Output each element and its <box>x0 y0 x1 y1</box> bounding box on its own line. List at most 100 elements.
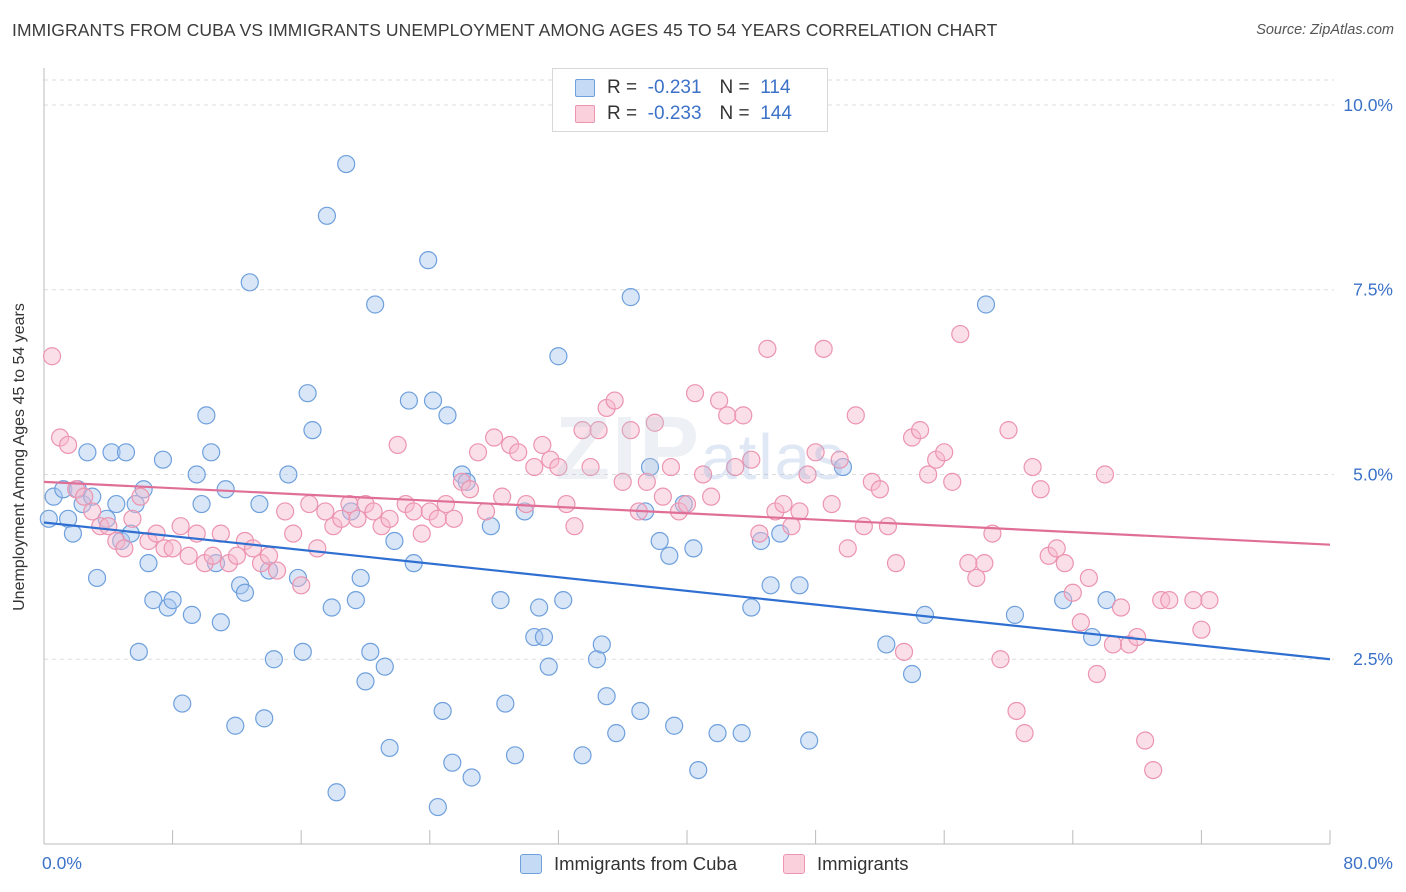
data-point-immigrants <box>348 509 367 528</box>
data-point-cuba <box>102 443 121 462</box>
data-point-immigrants <box>1063 583 1082 602</box>
data-point-immigrants <box>292 576 311 595</box>
x-tick-label-max: 80.0% <box>1343 853 1393 873</box>
data-point-immigrants <box>1079 568 1098 588</box>
data-point-cuba <box>505 746 525 765</box>
r-value: -0.231 <box>647 77 702 98</box>
watermark: ZIPatlas <box>555 398 846 501</box>
data-point-cuba <box>684 539 703 558</box>
data-point-cuba <box>361 642 380 661</box>
data-point-immigrants <box>910 421 930 440</box>
data-point-cuba <box>534 627 554 647</box>
data-point-immigrants <box>549 457 568 477</box>
data-point-cuba <box>139 554 158 573</box>
data-point-cuba <box>216 480 235 499</box>
data-point-immigrants <box>685 384 705 403</box>
data-point-cuba <box>650 531 669 551</box>
data-point-immigrants <box>718 406 737 425</box>
data-point-cuba <box>640 457 660 477</box>
data-point-cuba <box>539 657 558 676</box>
data-point-immigrants <box>525 457 544 477</box>
data-point-immigrants <box>1200 591 1219 610</box>
data-point-immigrants <box>284 524 303 543</box>
legend-label: Immigrants <box>817 853 909 874</box>
data-point-cuba <box>303 421 322 440</box>
data-point-immigrants <box>798 465 817 484</box>
data-point-cuba <box>279 465 298 484</box>
data-point-immigrants <box>975 554 994 573</box>
data-point-cuba <box>54 480 73 499</box>
data-point-cuba <box>341 502 361 521</box>
data-point-cuba <box>428 797 447 817</box>
data-point-immigrants <box>276 502 295 521</box>
data-point-immigrants <box>131 487 150 506</box>
data-point-immigrants <box>726 457 745 477</box>
data-point-cuba <box>366 295 385 314</box>
data-point-immigrants <box>951 324 970 344</box>
data-point-immigrants <box>75 487 94 506</box>
data-point-cuba <box>255 709 274 728</box>
data-point-cuba <box>549 347 568 366</box>
trend-line-immigrants <box>43 480 1331 546</box>
data-point-cuba <box>192 494 211 514</box>
data-point-immigrants <box>340 494 359 514</box>
data-point-cuba <box>264 650 283 669</box>
r-label: R = <box>607 103 638 124</box>
stats-legend-row-cuba: R = -0.231 N = 114 <box>575 76 791 100</box>
n-value: 114 <box>760 77 791 98</box>
data-point-cuba <box>491 591 510 610</box>
data-point-immigrants <box>364 502 383 521</box>
legend-item-immigrants: Immigrants <box>783 852 909 876</box>
data-point-immigrants <box>179 546 198 565</box>
data-point-immigrants <box>493 487 512 506</box>
data-point-immigrants <box>123 509 142 528</box>
data-point-cuba <box>346 591 365 610</box>
data-point-cuba <box>800 731 819 750</box>
data-point-immigrants <box>42 347 62 366</box>
data-point-cuba <box>742 598 761 617</box>
data-point-immigrants <box>227 546 246 565</box>
data-point-cuba <box>235 583 255 602</box>
data-point-immigrants <box>1055 554 1074 573</box>
data-point-immigrants <box>565 517 584 536</box>
data-point-cuba <box>250 494 269 514</box>
data-point-cuba <box>462 768 481 787</box>
r-label: R = <box>607 77 638 98</box>
data-point-immigrants <box>621 421 640 440</box>
legend-swatch-pink <box>783 854 805 874</box>
data-point-immigrants <box>750 524 769 543</box>
data-point-cuba <box>976 295 996 314</box>
r-value: -0.233 <box>647 103 702 124</box>
data-point-cuba <box>63 524 83 543</box>
y-tick-label: 5.0% <box>1353 464 1393 484</box>
data-point-immigrants <box>693 465 713 484</box>
data-point-cuba <box>87 568 107 588</box>
n-value: 144 <box>760 103 792 124</box>
data-point-immigrants <box>959 554 978 573</box>
data-point-cuba <box>173 694 192 713</box>
data-point-cuba <box>790 576 809 595</box>
data-point-immigrants <box>645 413 664 432</box>
data-point-cuba <box>751 531 771 551</box>
data-point-cuba <box>202 443 221 462</box>
stats-legend: R = -0.231 N = 114 R = -0.233 N = 144 <box>552 68 828 132</box>
data-point-immigrants <box>830 450 849 469</box>
data-point-immigrants <box>83 502 102 521</box>
data-point-immigrants <box>468 443 488 462</box>
data-point-cuba <box>380 738 399 758</box>
legend-item-cuba: Immigrants from Cuba <box>520 852 737 876</box>
data-point-immigrants <box>485 428 504 447</box>
data-point-immigrants <box>1047 539 1066 558</box>
data-point-immigrants <box>846 406 865 425</box>
data-point-immigrants <box>573 421 592 440</box>
data-point-cuba <box>1097 591 1116 610</box>
data-point-immigrants <box>710 391 729 410</box>
data-point-cuba <box>240 273 259 292</box>
data-point-immigrants <box>991 650 1010 669</box>
data-point-immigrants <box>637 472 656 491</box>
data-point-immigrants <box>1144 760 1163 780</box>
data-point-cuba <box>226 716 245 735</box>
data-point-immigrants <box>460 480 480 499</box>
legend-swatch-pink <box>575 105 595 123</box>
